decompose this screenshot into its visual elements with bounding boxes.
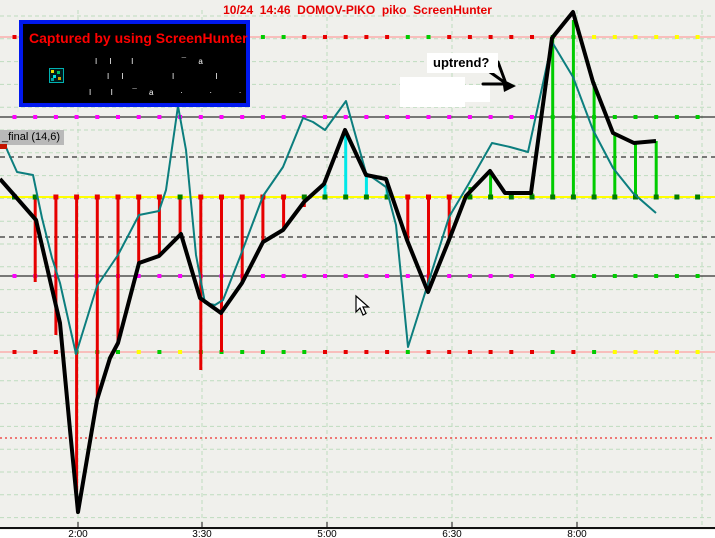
watermark-fragment: I I ¯ a · · · — [89, 88, 247, 97]
x-axis — [0, 522, 715, 529]
x-axis-labels: 2:00 3:30 5:00 6:30 8:00 — [0, 528, 715, 538]
signal-line — [0, 41, 657, 355]
screenhunter-logo-icon — [49, 68, 64, 83]
screenhunter-watermark: Captured by using ScreenHunter I I I ¯ a… — [19, 20, 250, 107]
window-title: 10/24 14:46 DOMOV-PIKO piko ScreenHunter — [223, 3, 492, 17]
x-axis-label: 8:00 — [567, 529, 587, 538]
histogram-bars — [33, 20, 658, 492]
x-axis-label: 3:30 — [192, 529, 212, 538]
axis-margin — [0, 530, 715, 538]
watermark-text: Captured by using ScreenHunter — [29, 30, 248, 46]
left-edge-marker — [0, 144, 7, 149]
x-axis-label: 6:30 — [442, 529, 462, 538]
indicator-lines — [0, 10, 657, 514]
zero-line-markers — [12, 194, 701, 200]
x-axis-label: 2:00 — [68, 529, 88, 538]
watermark-fragment: I I I ¯ a — [95, 57, 208, 66]
x-axis-label: 5:00 — [317, 529, 337, 538]
indicator-name-tag: _final (14,6) — [0, 130, 65, 145]
uptrend-annotation: uptrend? — [427, 53, 499, 73]
white-patch — [400, 77, 490, 107]
mouse-cursor — [355, 294, 371, 316]
watermark-fragment: I I I I — [107, 72, 223, 81]
main-line — [0, 10, 657, 514]
